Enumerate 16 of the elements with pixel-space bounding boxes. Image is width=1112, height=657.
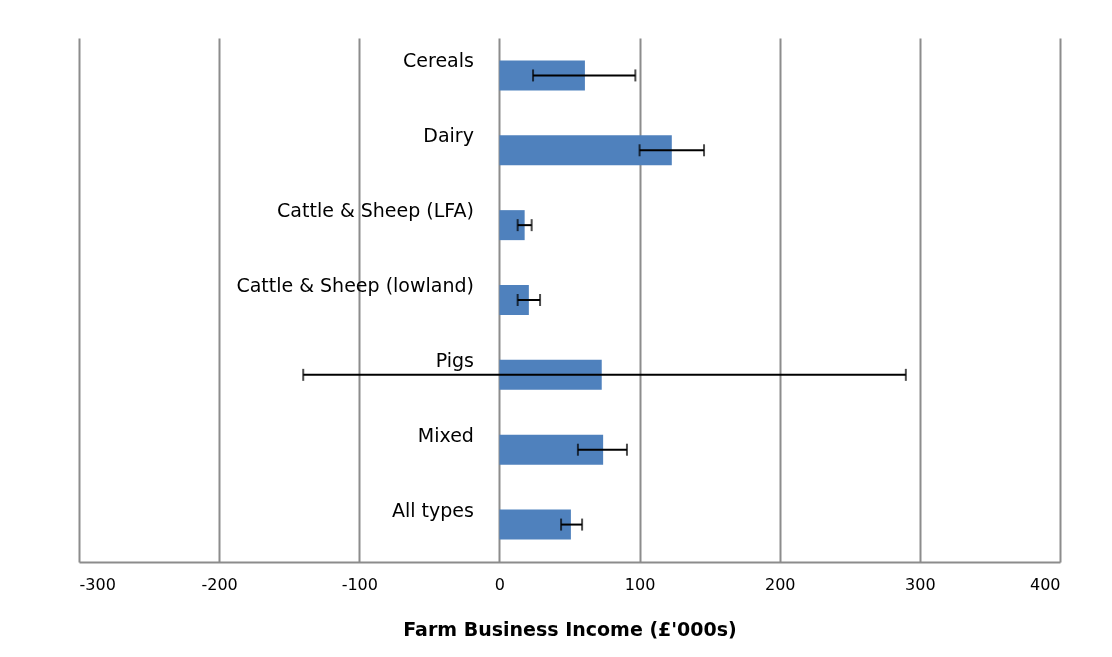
x-tick-label: -200 — [201, 574, 238, 594]
x-tick-label: -300 — [79, 574, 116, 594]
x-tick-label: 400 — [1029, 574, 1061, 594]
x-tick-label: 200 — [764, 574, 796, 594]
y-tick-label: Mixed — [417, 423, 474, 446]
x-tick-label: -100 — [341, 574, 378, 594]
x-axis-title: Farm Business Income (£'000s) — [403, 617, 737, 640]
x-tick-label: 300 — [905, 574, 936, 594]
x-tick-label: 100 — [624, 574, 656, 594]
x-tick-label: 0 — [494, 574, 506, 594]
y-tick-label: Cattle & Sheep (lowland) — [236, 274, 474, 296]
y-tick-label: All types — [391, 498, 474, 521]
y-tick-label: Pigs — [435, 348, 474, 371]
y-tick-label: Cattle & Sheep (LFA) — [277, 199, 474, 222]
y-tick-label: Dairy — [423, 124, 474, 147]
y-tick-label: Cereals — [403, 49, 474, 72]
